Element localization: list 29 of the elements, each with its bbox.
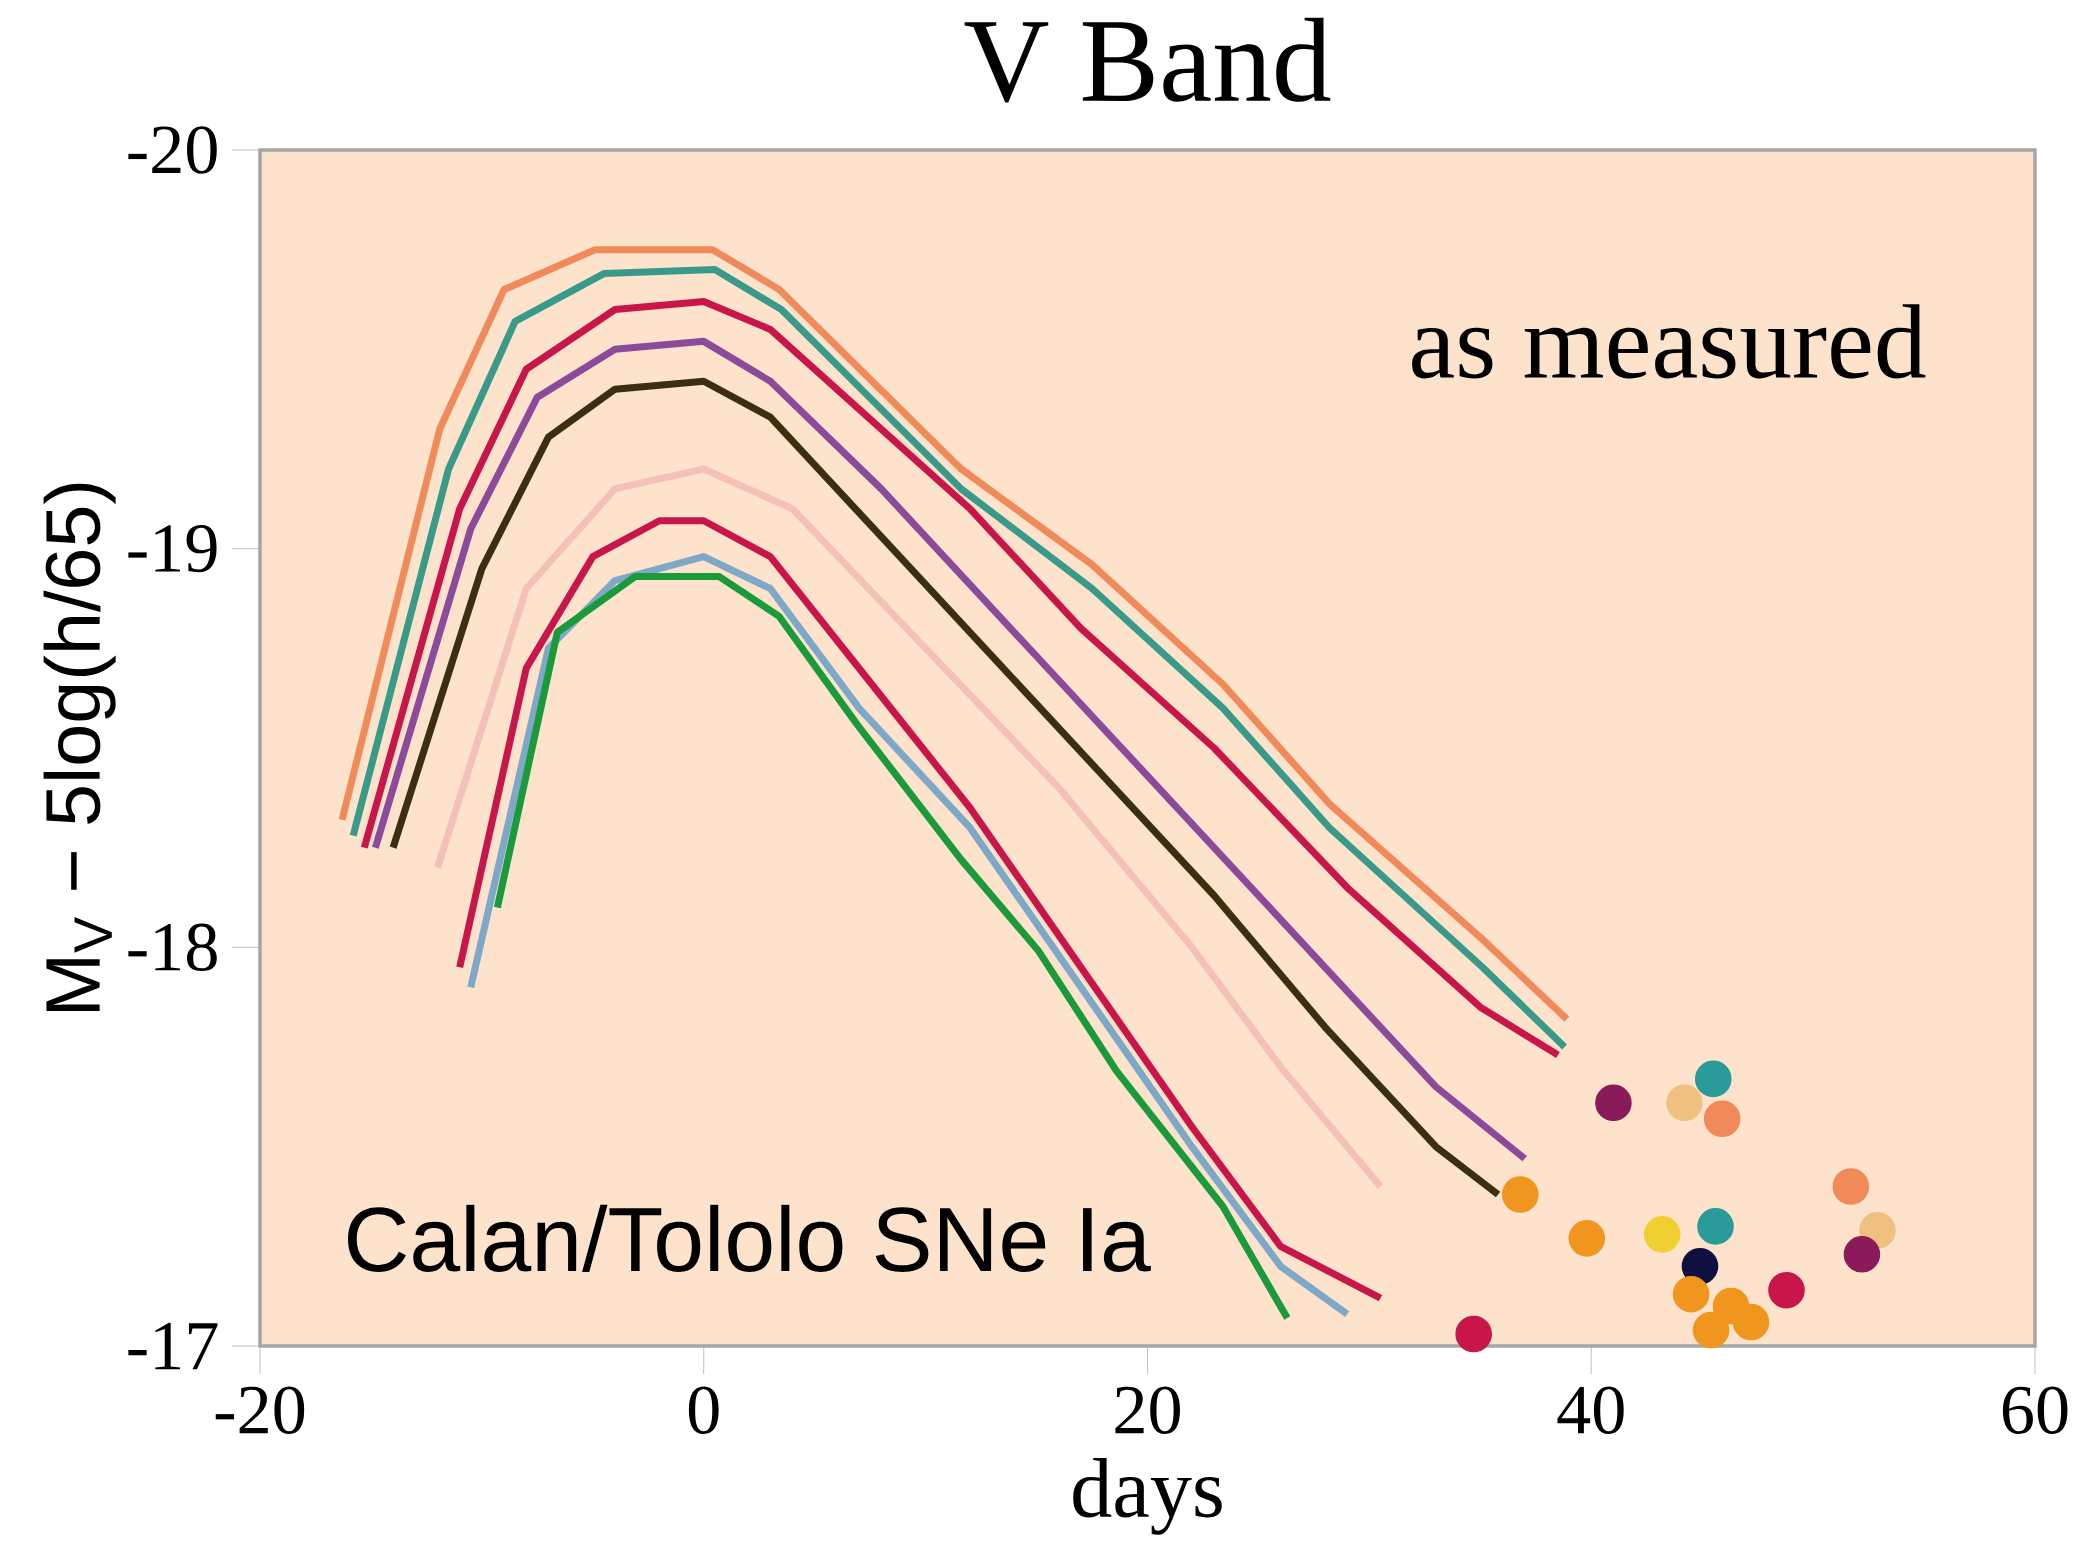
chart-title: V Band xyxy=(964,17,1331,103)
point xyxy=(1732,1303,1770,1341)
point xyxy=(1697,1208,1734,1245)
point xyxy=(1694,1060,1732,1098)
y-tick-label: -19 xyxy=(128,525,217,573)
x-tick-label: 60 xyxy=(2002,1386,2068,1434)
point xyxy=(1832,1168,1870,1205)
point xyxy=(1501,1176,1539,1213)
x-tick-label: 0 xyxy=(688,1386,719,1434)
y-tick-label: -17 xyxy=(128,1322,218,1370)
annotation: Calan/Tololo SNe Ia xyxy=(348,1204,1151,1272)
point xyxy=(1843,1236,1881,1273)
point xyxy=(1703,1100,1741,1138)
x-axis-title: days xyxy=(1073,1458,1222,1535)
point xyxy=(1568,1220,1606,1257)
point xyxy=(1666,1084,1703,1122)
point xyxy=(1692,1311,1730,1349)
point xyxy=(1768,1271,1805,1309)
y-tick-label: -18 xyxy=(128,923,217,972)
y-tick-label: -20 xyxy=(128,126,217,174)
annotation: as measured xyxy=(1412,304,1926,379)
y-axis-title: M$_{V}$ − 5log(h/65) xyxy=(43,483,116,1011)
x-tick-label: 40 xyxy=(1557,1386,1624,1434)
point xyxy=(1672,1275,1710,1313)
point xyxy=(1455,1315,1492,1353)
x-tick-label: -20 xyxy=(215,1386,305,1434)
point xyxy=(1595,1084,1632,1122)
x-tick-label: 20 xyxy=(1115,1386,1180,1434)
point xyxy=(1643,1216,1681,1253)
